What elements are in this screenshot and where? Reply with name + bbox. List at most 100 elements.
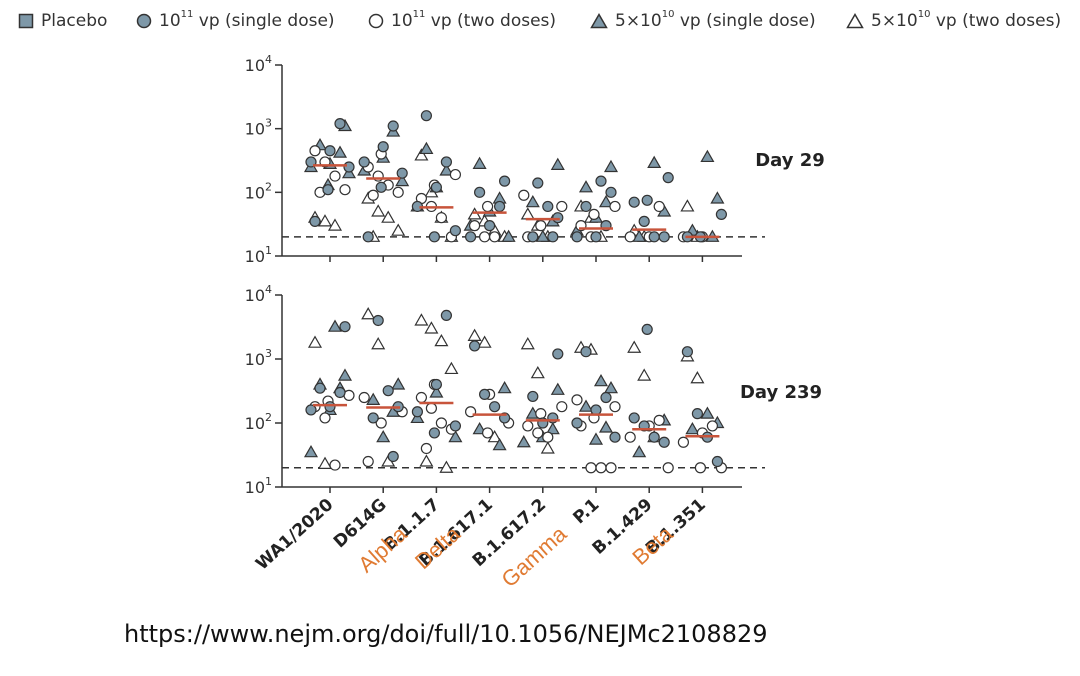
y-tick-label: 102 bbox=[245, 180, 272, 202]
point-two_high bbox=[482, 200, 494, 213]
point-single_low bbox=[327, 319, 343, 332]
y-tick-label: 103 bbox=[245, 347, 272, 369]
point-single_high bbox=[658, 436, 670, 448]
point-two_high bbox=[624, 431, 636, 443]
point-two_high bbox=[329, 170, 341, 182]
point-single_high bbox=[552, 212, 564, 224]
point-single_low bbox=[603, 159, 619, 173]
point-single_high bbox=[628, 196, 640, 208]
point-single_high bbox=[420, 110, 432, 122]
y-tick-label: 102 bbox=[245, 411, 272, 433]
point-single_low bbox=[332, 145, 348, 158]
point-single_high bbox=[681, 346, 694, 358]
point-two_high bbox=[420, 442, 432, 455]
point-single_low bbox=[429, 385, 444, 398]
point-single_high bbox=[322, 184, 334, 196]
point-two_low bbox=[467, 328, 482, 341]
point-two_high bbox=[469, 220, 481, 232]
point-two_low bbox=[690, 371, 705, 384]
point-single_low bbox=[535, 229, 550, 242]
point-two_high bbox=[609, 401, 621, 413]
point-single_high bbox=[532, 177, 544, 189]
point-single_high bbox=[343, 161, 355, 173]
point-two_high bbox=[435, 417, 447, 429]
point-single_high bbox=[324, 401, 336, 413]
point-two_high bbox=[694, 462, 707, 474]
y-tick-label: 103 bbox=[245, 117, 272, 139]
legend-label-single-low: 5×1010 vp (single dose) bbox=[615, 9, 816, 31]
point-two_high bbox=[358, 391, 370, 404]
point-single_high bbox=[324, 145, 336, 157]
y-tick-label: 104 bbox=[245, 53, 272, 75]
point-single_low bbox=[419, 141, 434, 155]
point-two_high bbox=[375, 417, 387, 429]
point-two_low bbox=[530, 365, 545, 379]
point-single_low bbox=[472, 156, 487, 169]
point-two_low bbox=[419, 454, 434, 467]
point-single_high bbox=[377, 141, 389, 153]
point-two_high bbox=[542, 431, 554, 443]
point-two_high bbox=[392, 186, 404, 198]
point-two_high bbox=[571, 394, 583, 406]
point-two_low bbox=[361, 307, 376, 320]
point-single_high bbox=[484, 220, 496, 232]
point-two_high bbox=[605, 462, 617, 474]
source-url: https://www.nejm.org/doi/full/10.1056/NE… bbox=[124, 620, 768, 648]
legend-item-two-high: 1011 vp (two doses) bbox=[368, 8, 556, 34]
point-single_high bbox=[358, 156, 370, 168]
legend-item-two-low: 5×1010 vp (two doses) bbox=[846, 8, 1061, 34]
point-single_high bbox=[609, 431, 621, 443]
point-two_low bbox=[414, 313, 429, 326]
filled-circle-marker-icon bbox=[136, 13, 152, 29]
point-single_high bbox=[440, 309, 452, 322]
point-single_high bbox=[449, 225, 461, 237]
point-two_low bbox=[520, 207, 535, 220]
point-single_high bbox=[499, 175, 511, 187]
point-single_high bbox=[489, 401, 501, 413]
point-single_high bbox=[641, 323, 653, 336]
point-single_high bbox=[580, 200, 592, 213]
point-single_high bbox=[662, 172, 674, 184]
point-single_high bbox=[334, 118, 346, 130]
point-single_low bbox=[395, 173, 410, 187]
point-two_high bbox=[339, 184, 351, 196]
point-single_low bbox=[497, 380, 512, 394]
point-two_low bbox=[371, 204, 386, 217]
point-single_high bbox=[552, 348, 564, 360]
point-two_high bbox=[367, 189, 379, 201]
point-two_high bbox=[518, 189, 530, 201]
point-single_high bbox=[580, 346, 592, 358]
point-single_low bbox=[700, 406, 715, 419]
legend-label-placebo: Placebo bbox=[41, 11, 108, 31]
point-single_low bbox=[337, 368, 353, 381]
chart-panel-0: 101 102 103 104 Day 29 bbox=[245, 53, 825, 266]
point-single_high bbox=[411, 406, 423, 418]
point-single_high bbox=[658, 231, 670, 243]
point-two_low bbox=[317, 456, 333, 469]
point-single_high bbox=[711, 455, 724, 468]
point-two_low bbox=[540, 441, 555, 454]
point-single_high bbox=[648, 431, 660, 443]
point-single_low bbox=[550, 157, 565, 170]
point-single_high bbox=[430, 181, 442, 193]
point-two_high bbox=[653, 200, 665, 213]
point-two_high bbox=[482, 427, 494, 439]
point-single_high bbox=[465, 231, 477, 243]
point-single_high bbox=[691, 408, 704, 420]
point-two_low bbox=[627, 340, 642, 353]
point-single_low bbox=[578, 180, 594, 193]
point-single_high bbox=[387, 450, 399, 463]
point-two_high bbox=[522, 420, 534, 432]
point-single_low bbox=[448, 429, 463, 443]
point-single_high bbox=[387, 120, 399, 132]
legend-item-placebo: Placebo bbox=[18, 8, 107, 34]
legend-label-two-high: 1011 vp (two doses) bbox=[391, 9, 557, 31]
legend: Placebo 1011 vp (single dose) 1011 vp (t… bbox=[0, 0, 1080, 40]
legend-item-single-low: 5×1010 vp (single dose) bbox=[590, 8, 816, 34]
point-two_low bbox=[637, 368, 652, 381]
open-circle-marker-icon bbox=[368, 13, 384, 29]
point-two_high bbox=[585, 462, 597, 474]
point-single_low bbox=[545, 421, 560, 435]
point-single_high bbox=[449, 420, 461, 432]
y-tick-label: 101 bbox=[245, 244, 272, 266]
